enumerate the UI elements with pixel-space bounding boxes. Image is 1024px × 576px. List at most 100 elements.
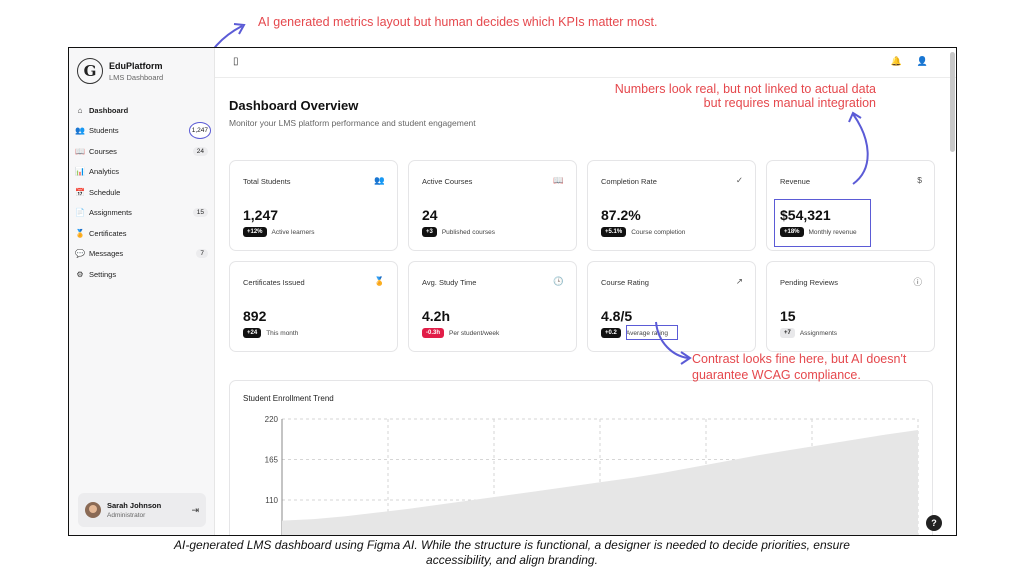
award-icon: 🏅 — [374, 276, 385, 286]
card-value: 4.2h — [422, 308, 451, 324]
enrollment-area-series — [282, 430, 918, 535]
card-value: 87.2% — [601, 207, 641, 223]
message-icon: 💬 — [75, 249, 85, 259]
stat-card-total-students: Total Students 👥 1,247 +12% Active learners — [229, 160, 398, 251]
card-value: 892 — [243, 308, 267, 324]
delta-badge: +3 — [422, 227, 437, 237]
chart-title: Student Enrollment Trend — [243, 394, 334, 403]
revenue-highlight-box — [774, 199, 871, 247]
user-name: Sarah Johnson — [107, 501, 162, 510]
card-value: 24 — [422, 207, 438, 223]
card-title: Certificates Issued — [243, 278, 305, 287]
card-note: Average rating — [625, 329, 669, 337]
delta-badge: +5.1% — [601, 227, 627, 237]
sidebar-item-messages[interactable]: 💬 Messages 7 — [69, 244, 214, 265]
delta-badge: +7 — [780, 328, 795, 338]
annotation-contrast-2: guarantee WCAG compliance. — [692, 368, 861, 382]
dollar-icon: $ — [917, 175, 922, 185]
stat-card-certificates-issued: Certificates Issued 🏅 892 +24 This month — [229, 261, 398, 352]
sidebar-item-certificates[interactable]: 🏅 Certificates — [69, 223, 214, 244]
page-title: Dashboard Overview — [229, 98, 359, 113]
card-title: Completion Rate — [601, 177, 657, 186]
y-tick-label: 110 — [265, 496, 278, 505]
count-badge: 15 — [192, 208, 208, 218]
bell-icon[interactable]: 🔔 — [890, 56, 902, 66]
card-note: Course completion — [631, 228, 686, 236]
sidebar-item-courses[interactable]: 📖 Courses 24 — [69, 141, 214, 162]
card-title: Pending Reviews — [780, 278, 838, 287]
gear-icon: ⚙ — [76, 269, 84, 279]
user-icon[interactable]: 👤 — [916, 56, 928, 66]
page-subtitle: Monitor your LMS platform performance an… — [229, 118, 476, 128]
dashboard-window: G EduPlatform LMS Dashboard ⌂ Dashboard 👥 S… — [68, 47, 957, 536]
bar-chart-icon: 📊 — [75, 167, 85, 177]
file-icon: 📄 — [75, 208, 85, 218]
topbar: ▯ 🔔 👤 — [215, 48, 956, 78]
stat-card-completion-rate: Completion Rate ✓ 87.2% +5.1% Course complet… — [587, 160, 756, 251]
card-value: 15 — [780, 308, 796, 324]
scrollbar[interactable] — [950, 52, 955, 152]
card-footer: +5.1% Course completion — [601, 227, 685, 237]
annotation-contrast-1: Contrast looks fine here, but AI doesn't — [692, 352, 907, 366]
card-footer: +18% Monthly revenue — [780, 227, 857, 237]
calendar-icon: 📅 — [75, 187, 85, 197]
y-tick-label: 165 — [265, 456, 279, 465]
card-value: $54,321 — [780, 207, 831, 223]
stat-card-avg-study-time: Avg. Study Time 🕒 4.2h -0.3h Per student/wee… — [408, 261, 577, 352]
user-card[interactable]: Sarah Johnson Administrator ⇥ — [78, 493, 206, 527]
sidebar-item-label: Certificates — [89, 228, 127, 238]
delta-badge: +18% — [780, 227, 804, 237]
annotation-arrow-revenue — [848, 111, 869, 185]
card-footer: +3 Published courses — [422, 227, 495, 237]
sidebar: G EduPlatform LMS Dashboard ⌂ Dashboard 👥 S… — [69, 48, 215, 535]
sidebar-nav: ⌂ Dashboard 👥 Students 1,247 📖 Courses 24 📊 Analy… — [69, 100, 214, 285]
user-role: Administrator — [107, 512, 146, 519]
delta-badge: -0.3h — [422, 328, 445, 338]
sidebar-item-label: Students — [89, 126, 119, 136]
sidebar-item-label: Analytics — [89, 167, 120, 177]
stat-card-revenue: Revenue $ $54,321 +18% Monthly revenue — [766, 160, 935, 251]
sidebar-item-settings[interactable]: ⚙ Settings — [69, 264, 214, 285]
check-circle-icon: ✓ — [735, 175, 743, 185]
card-value: 4.8/5 — [601, 308, 633, 324]
card-note: Assignments — [799, 329, 838, 337]
users-icon: 👥 — [374, 175, 385, 185]
home-icon: ⌂ — [77, 105, 83, 115]
avatar — [85, 502, 101, 518]
sidebar-item-label: Courses — [89, 146, 117, 156]
help-icon[interactable]: ? — [926, 515, 942, 531]
card-title: Revenue — [780, 177, 811, 186]
annotation-numbers-1: Numbers look real, but not linked to act… — [614, 82, 876, 96]
sidebar-item-label: Assignments — [89, 208, 132, 218]
card-value: 1,247 — [243, 207, 279, 223]
sidebar-item-dashboard[interactable]: ⌂ Dashboard — [69, 100, 214, 121]
card-note: Published courses — [441, 228, 495, 236]
clock-icon: 🕒 — [553, 276, 564, 286]
card-title: Avg. Study Time — [422, 278, 477, 287]
sidebar-item-schedule[interactable]: 📅 Schedule — [69, 182, 214, 203]
sidebar-item-label: Settings — [89, 269, 117, 279]
book-icon: 📖 — [75, 146, 85, 156]
rating-note-highlight-box — [626, 325, 678, 340]
card-title: Total Students — [243, 177, 291, 186]
brand-logo: G — [77, 58, 103, 84]
annotation-numbers-2: but requires manual integration — [703, 96, 876, 110]
card-note: Per student/week — [449, 329, 500, 337]
info-icon: ⓘ — [913, 277, 922, 287]
card-footer: +7 Assignments — [780, 328, 837, 338]
figure-caption: AI-generated LMS dashboard using Figma A… — [174, 538, 850, 567]
sidebar-toggle-icon[interactable]: ▯ — [233, 56, 239, 67]
card-note: This month — [266, 329, 299, 337]
logout-icon[interactable]: ⇥ — [191, 504, 199, 515]
book-icon: 📖 — [553, 175, 564, 185]
annotation-kpi: AI generated metrics layout but human de… — [258, 15, 658, 29]
enrollment-chart-card: Student Enrollment Trend 220 165 110 55 — [229, 380, 933, 535]
stat-card-pending-reviews: Pending Reviews ⓘ 15 +7 Assignments — [766, 261, 935, 352]
award-icon: 🏅 — [75, 228, 85, 238]
count-badge: 1,247 — [188, 122, 211, 140]
sidebar-item-assignments[interactable]: 📄 Assignments 15 — [69, 203, 214, 224]
sidebar-item-students[interactable]: 👥 Students 1,247 — [69, 121, 214, 142]
sidebar-item-analytics[interactable]: 📊 Analytics — [69, 162, 214, 183]
delta-badge: +12% — [243, 227, 267, 237]
